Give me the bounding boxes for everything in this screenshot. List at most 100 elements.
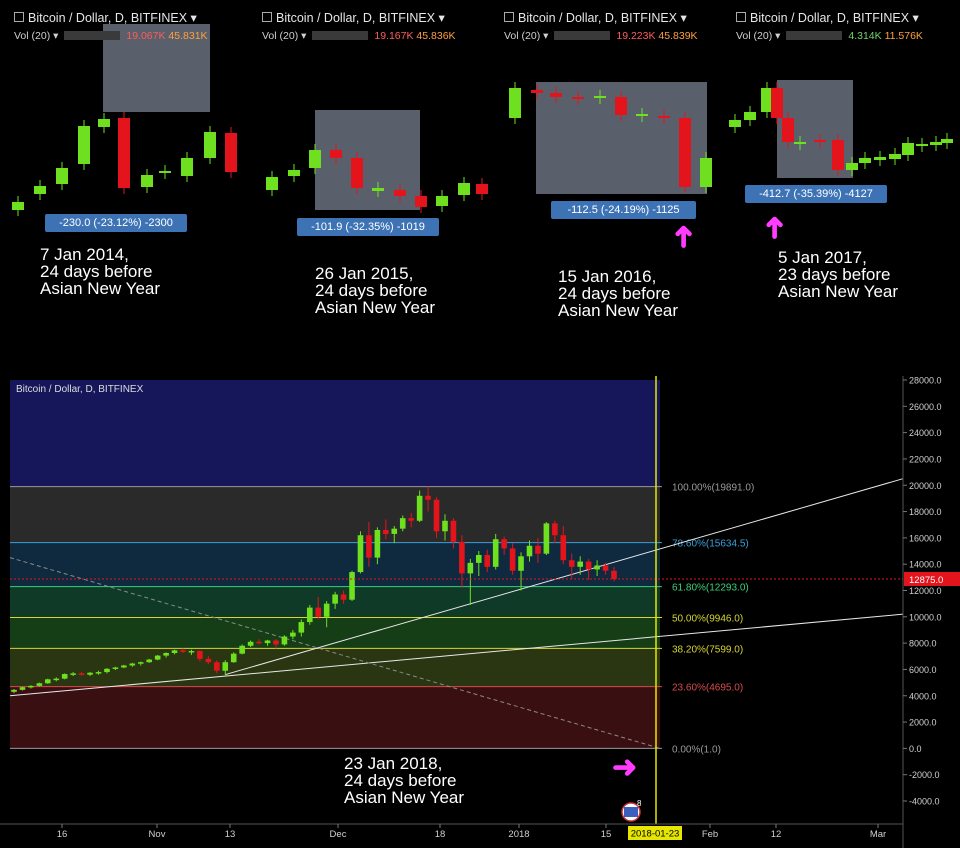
- volume-ma-value: 45.831K: [168, 30, 208, 42]
- candle: [594, 565, 600, 570]
- collapse-icon[interactable]: [14, 12, 24, 22]
- candle: [602, 565, 609, 571]
- candle: [560, 535, 567, 561]
- panel-title[interactable]: Bitcoin / Dollar, D, BITFINEX ▾: [262, 10, 445, 25]
- y-tick-label: 6000.0: [909, 665, 937, 675]
- y-tick-label: 12000.0: [909, 586, 942, 596]
- collapse-icon[interactable]: [736, 12, 746, 22]
- candle: [61, 674, 68, 679]
- candle: [526, 545, 533, 557]
- panel-title[interactable]: Bitcoin / Dollar, D, BITFINEX ▾: [736, 10, 919, 25]
- candle: [568, 560, 575, 567]
- candle: [771, 88, 783, 118]
- indicator-buttons[interactable]: [312, 31, 369, 40]
- panels-candles: [12, 24, 953, 216]
- fib-level-label: 61.80%(12293.0): [672, 583, 749, 594]
- candle: [323, 603, 330, 617]
- candle: [34, 186, 46, 194]
- candle: [585, 561, 592, 570]
- candle: [436, 196, 448, 206]
- chevron-down-icon[interactable]: ▾: [680, 11, 687, 25]
- measure-label: -101.9 (-32.35%) -1019: [297, 218, 439, 236]
- panel-title-text: Bitcoin / Dollar, D, BITFINEX: [28, 11, 191, 25]
- candle: [484, 554, 491, 567]
- candle: [366, 535, 372, 558]
- indicator-buttons[interactable]: [64, 31, 121, 40]
- fib-level-label: 23.60%(4695.0): [672, 683, 743, 694]
- y-tick-label: 0.0: [909, 744, 922, 754]
- candle: [492, 539, 499, 567]
- candle: [832, 140, 844, 170]
- candle: [247, 641, 254, 646]
- x-tick-label: 12: [771, 829, 782, 840]
- x-tick-label: Dec: [330, 829, 347, 840]
- candle: [171, 650, 178, 653]
- volume-ma-value: 11.576K: [884, 30, 923, 42]
- chevron-down-icon[interactable]: ▾: [190, 11, 197, 25]
- candle: [794, 142, 806, 144]
- x-tick-label: 2018: [508, 829, 529, 840]
- candle: [930, 142, 942, 145]
- y-tick-label: 2000.0: [909, 718, 937, 728]
- volume-row: Vol (20) ▾ 19.167K 45.836K: [262, 30, 456, 42]
- chevron-down-icon[interactable]: ▾: [438, 11, 445, 25]
- y-tick-label: 8000.0: [909, 639, 937, 649]
- right-arrow-icon: ➜: [612, 751, 638, 784]
- candle: [611, 570, 617, 579]
- candle: [700, 158, 712, 187]
- candle: [28, 685, 34, 688]
- candle: [12, 202, 24, 210]
- candle: [518, 556, 524, 571]
- date-tag: [628, 826, 682, 840]
- candle: [391, 528, 398, 534]
- fib-level-label: 38.20%(7599.0): [672, 644, 743, 655]
- indicator-buttons[interactable]: [786, 31, 843, 40]
- candle: [181, 158, 193, 176]
- candle: [78, 673, 85, 675]
- panel-title[interactable]: Bitcoin / Dollar, D, BITFINEX ▾: [504, 10, 687, 25]
- candle: [916, 144, 928, 146]
- panel-title[interactable]: Bitcoin / Dollar, D, BITFINEX ▾: [14, 10, 197, 25]
- y-tick-label: 16000.0: [909, 533, 942, 543]
- candle: [11, 689, 17, 692]
- candle: [222, 662, 229, 671]
- panel-caption: 5 Jan 2017, 23 days before Asian New Yea…: [778, 248, 899, 301]
- candle: [146, 659, 153, 663]
- fib-level-label: 0.00%(1.0): [672, 744, 721, 755]
- main-chart[interactable]: 100.00%(19891.0) 78.60%(15634.5) 61.80%(12…: [0, 376, 960, 848]
- volume-label[interactable]: Vol (20) ▾: [262, 30, 307, 42]
- candle: [889, 154, 901, 159]
- candle: [309, 150, 321, 168]
- candle: [531, 90, 543, 93]
- x-tick-label: Nov: [149, 829, 166, 840]
- candle: [425, 495, 431, 500]
- candle: [264, 640, 271, 644]
- up-arrow-icon: ➜: [758, 214, 792, 241]
- candle: [95, 672, 102, 674]
- candle: [118, 118, 130, 188]
- candle: [204, 132, 216, 158]
- candle: [475, 554, 482, 563]
- candle: [56, 168, 68, 184]
- indicator-buttons[interactable]: [554, 31, 611, 40]
- candle: [744, 112, 756, 120]
- volume-label[interactable]: Vol (20) ▾: [14, 30, 59, 42]
- x-tick-label: Mar: [870, 829, 886, 840]
- volume-label[interactable]: Vol (20) ▾: [504, 30, 549, 42]
- candle: [458, 183, 470, 195]
- candle: [543, 523, 550, 554]
- candle: [205, 658, 212, 663]
- candle: [230, 653, 237, 663]
- candle: [163, 652, 169, 656]
- collapse-icon[interactable]: [262, 12, 272, 22]
- main-chart-title: Bitcoin / Dollar, D, BITFINEX: [16, 384, 144, 395]
- volume-label[interactable]: Vol (20) ▾: [736, 30, 781, 42]
- collapse-icon[interactable]: [504, 12, 514, 22]
- candle: [394, 190, 406, 196]
- chevron-down-icon[interactable]: ▾: [912, 11, 919, 25]
- main-caption: 23 Jan 2018, 24 days before Asian New Ye…: [344, 754, 465, 807]
- volume-ma-value: 45.836K: [416, 30, 456, 42]
- candle: [459, 541, 465, 574]
- candle: [78, 126, 90, 164]
